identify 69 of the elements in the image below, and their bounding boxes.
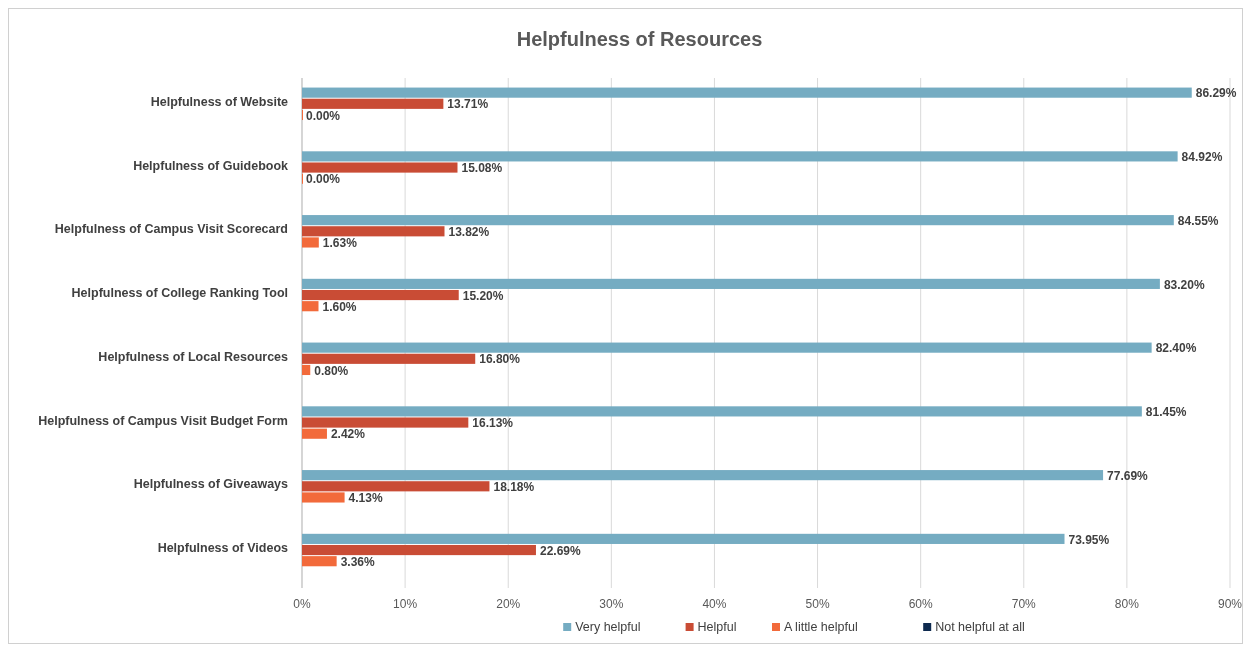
legend-label: Not helpful at all xyxy=(935,620,1025,634)
x-tick-label: 50% xyxy=(805,597,830,611)
bar xyxy=(302,278,1160,289)
data-label: 16.13% xyxy=(472,416,514,431)
data-label: 16.80% xyxy=(479,352,521,367)
legend-label: Very helpful xyxy=(575,620,641,634)
y-tick-label: Helpfulness of College Ranking Tool xyxy=(71,286,288,301)
bar xyxy=(302,492,345,503)
x-tick-label: 70% xyxy=(1011,597,1037,611)
bar xyxy=(302,151,1178,162)
data-label: 1.60% xyxy=(322,299,357,314)
bar xyxy=(302,406,1142,417)
bar xyxy=(302,417,469,428)
y-tick-label: Helpfulness of Giveaways xyxy=(133,477,289,492)
y-tick-label: Helpfulness of Campus Visit Budget Form xyxy=(38,413,288,428)
bar xyxy=(302,98,444,109)
y-tick-label: Helpfulness of Campus Visit Scorecard xyxy=(54,222,288,237)
data-label: 86.29% xyxy=(1195,86,1237,101)
legend-label: Helpful xyxy=(697,620,737,634)
x-tick-label: 0% xyxy=(293,597,311,611)
bar xyxy=(302,481,490,492)
data-label: 18.18% xyxy=(493,480,535,494)
bar xyxy=(302,353,476,364)
data-label: 82.40% xyxy=(1155,341,1197,356)
x-tick-label: 20% xyxy=(496,597,521,611)
x-tick-label: 80% xyxy=(1114,597,1140,611)
data-label: 13.82% xyxy=(448,225,490,239)
data-label: 0.80% xyxy=(314,363,349,378)
data-label: 1.63% xyxy=(322,236,358,251)
bar xyxy=(302,544,536,556)
bar xyxy=(302,364,311,376)
y-tick-label: Helpfulness of Website xyxy=(150,94,289,109)
data-label: 0.00% xyxy=(306,172,341,187)
x-tick-label: 10% xyxy=(393,597,418,611)
bar xyxy=(302,428,327,439)
data-label: 0.00% xyxy=(306,108,341,123)
data-label: 3.36% xyxy=(340,554,375,569)
y-tick-label: Helpfulness of Guidebook xyxy=(133,158,289,173)
data-label: 84.55% xyxy=(1177,213,1219,228)
bar xyxy=(302,470,1104,481)
data-label: 83.20% xyxy=(1163,277,1205,292)
bar xyxy=(302,533,1065,544)
x-tick-label: 90% xyxy=(1217,597,1243,611)
y-tick-label: Helpfulness of Local Resources xyxy=(98,349,289,364)
bar xyxy=(302,215,1174,226)
data-label: 81.45% xyxy=(1145,405,1187,420)
data-label: 73.95% xyxy=(1068,532,1110,547)
x-tick-label: 30% xyxy=(599,597,624,611)
bar xyxy=(302,162,458,173)
y-tick-label: Helpfulness of Videos xyxy=(157,541,289,556)
bar xyxy=(302,556,337,567)
chart-title: Helpfulness of Resources xyxy=(516,28,763,50)
data-label: 13.71% xyxy=(447,97,489,112)
legend-label: A little helpful xyxy=(784,620,858,634)
x-tick-label: 60% xyxy=(908,597,933,611)
bar xyxy=(302,87,1192,98)
bar xyxy=(302,342,1152,353)
data-label: 4.13% xyxy=(348,491,383,506)
bar xyxy=(302,289,459,301)
x-tick-label: 40% xyxy=(702,597,727,611)
bar xyxy=(302,301,319,312)
data-label: 2.42% xyxy=(330,427,366,442)
bar xyxy=(302,237,319,248)
data-label: 77.69% xyxy=(1107,468,1149,483)
data-label: 84.92% xyxy=(1181,150,1223,165)
data-label: 15.08% xyxy=(461,161,503,176)
data-label: 15.20% xyxy=(462,288,504,303)
data-label: 22.69% xyxy=(539,543,581,558)
bar xyxy=(302,226,445,237)
